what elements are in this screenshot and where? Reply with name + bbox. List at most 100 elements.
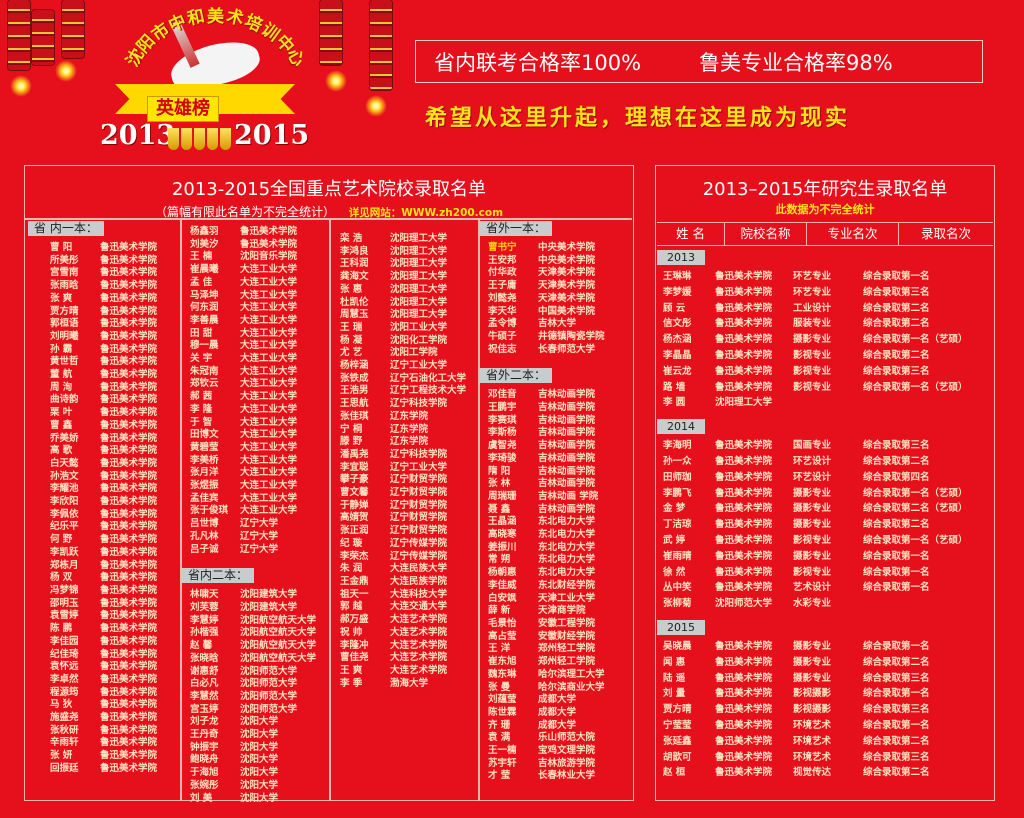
list-item: 宁 桐 辽东学院 bbox=[332, 424, 466, 437]
student-name: 孙楷强 bbox=[190, 627, 219, 639]
school-name: 鲁迅美术学院 bbox=[715, 704, 773, 716]
list-item: 祖天一 大连科技大学 bbox=[332, 589, 466, 602]
student-name: 李欣阳 bbox=[50, 496, 79, 508]
admission-rank: 综合录取第二名 bbox=[863, 656, 930, 668]
school-name: 大连工业大学 bbox=[240, 276, 298, 288]
admission-rank: 综合录取第三名 bbox=[863, 286, 930, 298]
student-name: 胡歆可 bbox=[663, 751, 692, 763]
list-item: 宫玉婷 沈阳师范大学 bbox=[182, 704, 316, 717]
section-header-wrap: 省内二本： bbox=[182, 566, 316, 589]
school-name: 东北电力大学 bbox=[538, 554, 596, 566]
student-name: 于静婵 bbox=[340, 499, 369, 511]
firecracker-icon bbox=[370, 0, 392, 90]
school-name: 鲁迅美术学院 bbox=[100, 699, 158, 711]
school-name: 大连工业大学 bbox=[240, 365, 298, 377]
list-item: 王鹏宇 吉林动画学院 bbox=[480, 402, 605, 415]
list-item: 张铁成 辽宁石油化工大学 bbox=[332, 373, 466, 386]
school-name: 吉林动画学院 bbox=[538, 414, 596, 426]
school-name: 鲁迅美术学院 bbox=[100, 559, 158, 571]
list-item: 李耀池 鲁迅美术学院 bbox=[28, 483, 157, 496]
major: 视觉传达 bbox=[793, 767, 832, 779]
school-name: 沈阳师范大学 bbox=[240, 665, 298, 677]
school-name: 沈阳理工大学 bbox=[390, 271, 448, 283]
student-name: 金 梦 bbox=[663, 503, 686, 515]
list-item: 朱 润 大连民族大学 bbox=[332, 563, 466, 576]
list-item: 王 瑞 沈阳工业大学 bbox=[332, 322, 466, 335]
list-item: 张雨晗 鲁迅美术学院 bbox=[28, 280, 157, 293]
year-end: 2015 bbox=[234, 120, 310, 151]
student-name: 王 瑞 bbox=[340, 321, 363, 333]
school-name: 辽东学院 bbox=[390, 423, 429, 435]
list-item: 何东润 大连工业大学 bbox=[182, 302, 316, 315]
student-name: 孙一众 bbox=[663, 455, 692, 467]
school-name: 鲁迅美术学院 bbox=[100, 343, 158, 355]
table-row: 信文彤 鲁迅美术学院 服装专业 综合录取第二名 bbox=[657, 316, 993, 332]
admission-rank: 综合录取第三名 bbox=[863, 751, 930, 763]
spark-icon bbox=[10, 75, 32, 97]
table-header: 姓 名 院校名称 专业名次 录取名次 bbox=[657, 222, 993, 246]
slogan: 希望从这里升起，理想在这里成为现实 bbox=[425, 106, 851, 131]
divider bbox=[25, 218, 632, 220]
list-item: 李慧然 沈阳师范大学 bbox=[182, 691, 316, 704]
list-item: 攀子豪 辽宁财贸学院 bbox=[332, 474, 466, 487]
school-name: 鲁迅美术学院 bbox=[100, 584, 158, 596]
list-item: 周瑞珊 吉林动画 学院 bbox=[480, 491, 605, 504]
medal-icon bbox=[181, 128, 192, 150]
student-name: 白安飒 bbox=[488, 592, 517, 604]
list-item: 郭桓语 鲁迅美术学院 bbox=[28, 318, 157, 331]
school-name: 鲁迅美术学院 bbox=[100, 305, 158, 317]
student-name: 吕子诚 bbox=[190, 543, 219, 555]
admission-rank: 综合录取第二名 bbox=[863, 455, 930, 467]
student-name: 张 林 bbox=[488, 478, 511, 490]
school-name: 沈阳师范大学 bbox=[240, 678, 298, 690]
list-item: 隋 阳 吉林动画学院 bbox=[480, 466, 605, 479]
student-name: 王一楠 bbox=[488, 745, 517, 757]
student-name: 才 莹 bbox=[488, 770, 511, 782]
table-row: 顾 云 鲁迅美术学院 工业设计 综合录取第二名 bbox=[657, 301, 993, 317]
column-header: 院校名称 bbox=[725, 223, 807, 245]
school-name: 长春林业大学 bbox=[538, 770, 596, 782]
student-name: 程源筠 bbox=[50, 686, 79, 698]
list-item: 周慧玉 沈阳理工大学 bbox=[332, 309, 466, 322]
major: 影视专业 bbox=[793, 349, 832, 361]
list-item: 刘子龙 沈阳大学 bbox=[182, 716, 316, 729]
school-name: 沈阳工学院 bbox=[390, 347, 438, 359]
list-item: 张正润 辽宁财贸学院 bbox=[332, 525, 466, 538]
major: 环艺专业 bbox=[793, 286, 832, 298]
list-item: 曹 阳 鲁迅美术学院 bbox=[28, 242, 157, 255]
student-name: 孙 霸 bbox=[50, 343, 73, 355]
school-name: 辽宁科技学院 bbox=[390, 448, 448, 460]
list-item: 张秋研 鲁迅美术学院 bbox=[28, 725, 157, 738]
school-name: 辽东学院 bbox=[390, 410, 429, 422]
school-name: 东北电力大学 bbox=[538, 516, 596, 528]
student-name: 赵 桓 bbox=[663, 767, 686, 779]
student-name: 张正润 bbox=[340, 525, 369, 537]
spark-icon bbox=[325, 70, 347, 92]
school-name: 鲁迅美术学院 bbox=[100, 318, 158, 330]
year-rows: 李海明 鲁迅美术学院 国画专业 综合录取第三名 孙一众 鲁迅美术学院 环艺设计 综合录取第二名… bbox=[657, 438, 993, 612]
website-link[interactable]: 详见网站：WWW.zh200.com bbox=[348, 207, 504, 219]
school-name: 鲁迅美术学院 bbox=[715, 349, 773, 361]
student-name: 孟佳宾 bbox=[190, 492, 219, 504]
student-name: 郑钦云 bbox=[190, 378, 219, 390]
school-name: 沈阳大学 bbox=[240, 716, 279, 728]
school-name: 沈阳航空航天大学 bbox=[240, 652, 317, 664]
list-item: 刘 美 沈阳大学 bbox=[182, 793, 316, 806]
student-name: 刘子龙 bbox=[190, 716, 219, 728]
table-row: 赵 桓 鲁迅美术学院 视觉传达 综合录取第二名 bbox=[657, 765, 993, 781]
student-name: 冯梦锦 bbox=[50, 584, 79, 596]
list-item: 曹佳尧 大连艺术学院 bbox=[332, 652, 466, 665]
student-name: 杨杰涵 bbox=[663, 334, 692, 346]
school-name: 中央美术学院 bbox=[538, 242, 596, 253]
student-name: 郝万盛 bbox=[340, 614, 369, 626]
school-name: 鲁迅美术学院 bbox=[715, 688, 773, 700]
student-name: 高婧贺 bbox=[340, 512, 369, 524]
school-name: 鲁迅美术学院 bbox=[715, 271, 773, 282]
list-item: 曹 鑫 鲁迅美术学院 bbox=[28, 420, 157, 433]
list-item: 崔东旭 郑州轻工学院 bbox=[480, 656, 605, 669]
list-item: 李佳园 鲁迅美术学院 bbox=[28, 636, 157, 649]
student-name: 李琦骏 bbox=[488, 452, 517, 464]
list-item: 李鸿良 沈阳理工大学 bbox=[332, 246, 466, 259]
list-item: 张 妍 鲁迅美术学院 bbox=[28, 750, 157, 763]
school-name: 吉林动画学院 bbox=[538, 452, 596, 464]
